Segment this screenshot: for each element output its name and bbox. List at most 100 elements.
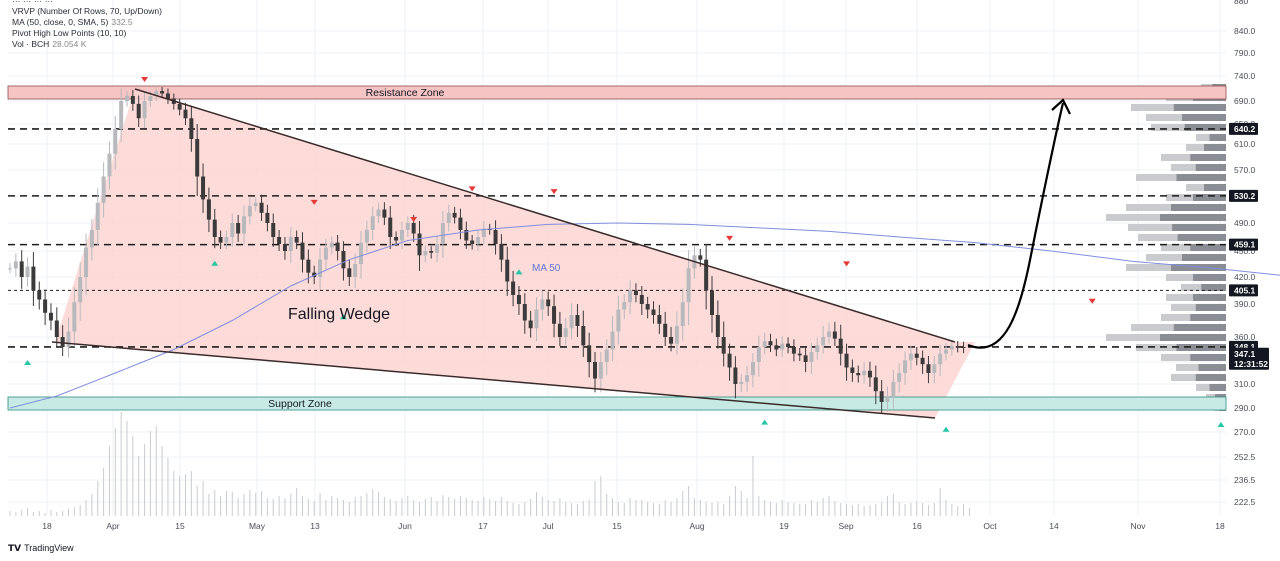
price-level-tag-label: 530.2 <box>1234 191 1256 201</box>
ma50-label: MA 50 <box>532 263 561 274</box>
pivot-low-marker <box>211 260 219 266</box>
candle-body <box>31 266 36 291</box>
legend-vol[interactable]: Vol · BCH 28.054 K <box>12 39 162 50</box>
ma50-line <box>9 222 1280 409</box>
volume-profile-bar-up <box>1182 254 1226 261</box>
price-axis[interactable]: 840.0790.0740.0690.0650.0610.0570.0530.0… <box>1229 0 1269 507</box>
candle-body <box>154 91 159 96</box>
legend-ma-label: MA (50, close, 0, SMA, 5) <box>12 17 109 27</box>
candle-body <box>195 139 200 177</box>
candle-body <box>464 230 469 241</box>
candle-body <box>546 299 551 307</box>
time-tick-label: 14 <box>1049 521 1059 531</box>
candle-body <box>165 93 170 99</box>
candle-body <box>885 396 890 402</box>
candle-body <box>265 212 270 223</box>
candle-body <box>932 364 937 373</box>
candle-body <box>370 216 375 230</box>
candle-body <box>364 230 369 243</box>
candle-body <box>575 315 580 326</box>
candle-body <box>522 304 527 321</box>
time-tick-label: 18 <box>1215 521 1225 531</box>
volume-profile-bar-up <box>1209 384 1226 391</box>
legend-pivot[interactable]: Pivot High Low Points (10, 10) <box>12 28 127 38</box>
pivot-high-marker <box>468 186 476 192</box>
candle-body <box>908 353 913 361</box>
candle-body <box>8 268 12 270</box>
candle-body <box>230 223 235 237</box>
price-tick-label: 610.0 <box>1234 139 1256 149</box>
candle-body <box>201 176 206 200</box>
price-level-tag <box>1229 284 1258 297</box>
current-price-tag <box>1229 347 1269 370</box>
candle-body <box>809 352 814 362</box>
pivot-high-marker <box>141 77 149 82</box>
legend-ma[interactable]: MA (50, close, 0, SMA, 5) 332.5 <box>12 17 162 28</box>
volume-profile-bar-up <box>1195 164 1226 171</box>
candle-body <box>160 91 165 94</box>
candle-body <box>78 277 83 303</box>
candle-body <box>686 268 691 303</box>
volume-profile-bar-up <box>1201 284 1226 291</box>
wedge-lower-line[interactable] <box>51 341 936 419</box>
candle-body <box>119 101 124 129</box>
brand-name: TradingView <box>24 543 74 553</box>
candle-body <box>236 223 241 234</box>
candle-body <box>417 233 422 256</box>
price-tick-label: 840.0 <box>1234 26 1256 36</box>
volume-profile-bar-up <box>1160 334 1226 341</box>
candle-body <box>897 373 902 382</box>
candle-body <box>130 96 135 104</box>
candle-body <box>101 176 106 203</box>
candle-body <box>288 237 293 251</box>
volume-profile-bar-up <box>1190 244 1226 251</box>
candle-body <box>821 337 826 346</box>
price-level-tag-label: 640.2 <box>1234 124 1256 134</box>
time-tick-label: Nov <box>1130 521 1146 531</box>
price-tick-label: 790.0 <box>1234 48 1256 58</box>
time-tick-label: 15 <box>175 521 185 531</box>
candle-body <box>832 331 837 339</box>
pivot-low-marker <box>24 360 32 365</box>
candle-body <box>388 217 393 237</box>
candle-body <box>259 202 264 213</box>
candle-body <box>961 347 966 348</box>
candle-body <box>920 357 925 365</box>
candle-body <box>657 315 662 324</box>
candle-body <box>733 367 738 384</box>
candle-body <box>569 315 574 329</box>
candle-body <box>470 240 475 244</box>
tradingview-brand[interactable]: TV TradingView <box>8 543 74 554</box>
pivot-high-marker <box>726 235 734 241</box>
pivot-high-marker <box>843 261 851 267</box>
time-tick-label: 13 <box>310 521 320 531</box>
volume-profile-bar-up <box>1190 354 1226 361</box>
candle-body <box>435 244 440 253</box>
pivot-high-marker <box>1088 298 1096 304</box>
candle-body <box>341 251 346 269</box>
candle-body <box>891 381 896 396</box>
candle-body <box>476 237 480 244</box>
legend-symbol-row: … … … … <box>12 0 162 5</box>
candle-body <box>879 391 884 402</box>
pivot-low-marker <box>515 269 523 275</box>
pivot-low-marker <box>942 426 950 432</box>
price-level-tag <box>1229 189 1258 202</box>
volume-profile-bar-up <box>1176 174 1226 181</box>
price-tick-label: 290.0 <box>1234 403 1256 413</box>
volume-profile-bar-up <box>1171 204 1226 211</box>
legend-vol-label: Vol · BCH <box>12 39 50 49</box>
candle-body <box>616 309 621 332</box>
candle-body <box>312 272 317 277</box>
candle-body <box>710 290 714 315</box>
time-tick-label: Jul <box>543 521 554 531</box>
projection-arrow[interactable] <box>967 102 1065 349</box>
wedge-upper-line[interactable] <box>134 88 956 343</box>
candle-body <box>37 290 42 300</box>
time-axis[interactable]: 18 Apr 15 May 13 Jun 17 Jul 15 Aug 19 Sep 16 Oct 14 Nov… <box>42 521 1225 531</box>
candle-body <box>651 309 656 315</box>
legend-vrvp[interactable]: VRVP (Number Of Rows, 70, Up/Down) <box>12 6 162 16</box>
pivot-markers <box>24 77 1225 432</box>
candle-body <box>66 331 71 347</box>
